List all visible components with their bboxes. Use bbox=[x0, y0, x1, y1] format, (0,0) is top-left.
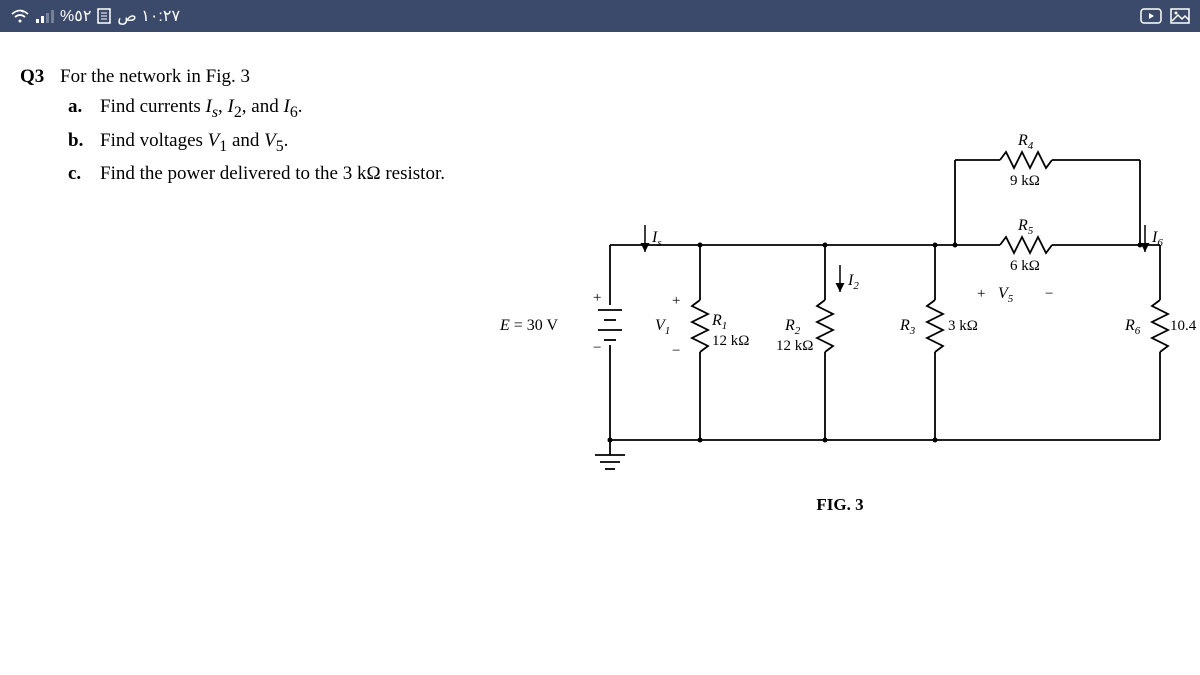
svg-text:+: + bbox=[593, 290, 601, 306]
svg-text:R1: R1 bbox=[711, 312, 727, 332]
status-bar: ١٠:٢٧ ص ٥٢% + bbox=[0, 0, 1200, 32]
signal-icon bbox=[36, 9, 54, 23]
question-prompt: For the network in Fig. 3 bbox=[60, 62, 250, 92]
svg-text:−: − bbox=[672, 343, 680, 359]
item-bullet: c. bbox=[68, 159, 90, 189]
item-text: Find currents Is, I2, and I6. bbox=[100, 92, 302, 125]
svg-text:−: − bbox=[593, 340, 601, 356]
svg-text:R3: R3 bbox=[899, 317, 916, 337]
item-text: Find voltages V1 and V5. bbox=[100, 126, 288, 159]
svg-text:Is: Is bbox=[651, 229, 662, 249]
svg-text:12 kΩ: 12 kΩ bbox=[712, 333, 749, 349]
svg-text:R5: R5 bbox=[1017, 217, 1034, 237]
status-time: ١٠:٢٧ ص bbox=[117, 6, 180, 26]
svg-text:I6: I6 bbox=[1151, 229, 1163, 249]
item-text: Find the power delivered to the 3 kΩ res… bbox=[100, 159, 445, 189]
circuit-diagram: Is I2 I6 E = 30 V + − + V1 − R1 12 kΩ R2… bbox=[480, 130, 1200, 550]
svg-text:12 kΩ: 12 kΩ bbox=[776, 338, 813, 354]
svg-text:+: + bbox=[672, 293, 680, 309]
svg-text:R4: R4 bbox=[1017, 132, 1034, 152]
question-item: a. Find currents Is, I2, and I6. bbox=[68, 92, 1180, 125]
svg-text:+: + bbox=[21, 9, 25, 16]
svg-text:R6: R6 bbox=[1124, 317, 1141, 337]
figure-caption: FIG. 3 bbox=[780, 495, 900, 515]
sheet-icon bbox=[97, 8, 111, 24]
svg-text:−: − bbox=[1045, 286, 1053, 302]
item-bullet: a. bbox=[68, 92, 90, 125]
svg-text:V1: V1 bbox=[655, 317, 670, 337]
play-icon[interactable] bbox=[1140, 8, 1162, 24]
item-bullet: b. bbox=[68, 126, 90, 159]
svg-text:9 kΩ: 9 kΩ bbox=[1010, 173, 1040, 189]
svg-text:+: + bbox=[977, 286, 985, 302]
svg-text:R2: R2 bbox=[784, 317, 801, 337]
question-number: Q3 bbox=[20, 62, 60, 92]
svg-text:E = 30 V: E = 30 V bbox=[499, 317, 559, 334]
status-left: ١٠:٢٧ ص ٥٢% + bbox=[10, 6, 180, 26]
wifi-icon: + bbox=[10, 8, 30, 24]
status-right bbox=[1140, 8, 1190, 24]
image-icon[interactable] bbox=[1170, 8, 1190, 24]
battery-pct: ٥٢% bbox=[60, 6, 91, 26]
svg-text:I2: I2 bbox=[847, 272, 859, 292]
svg-text:3 kΩ: 3 kΩ bbox=[948, 318, 978, 334]
svg-text:10.4 kΩ: 10.4 kΩ bbox=[1170, 318, 1200, 334]
svg-text:6 kΩ: 6 kΩ bbox=[1010, 258, 1040, 274]
svg-text:V5: V5 bbox=[998, 285, 1014, 305]
